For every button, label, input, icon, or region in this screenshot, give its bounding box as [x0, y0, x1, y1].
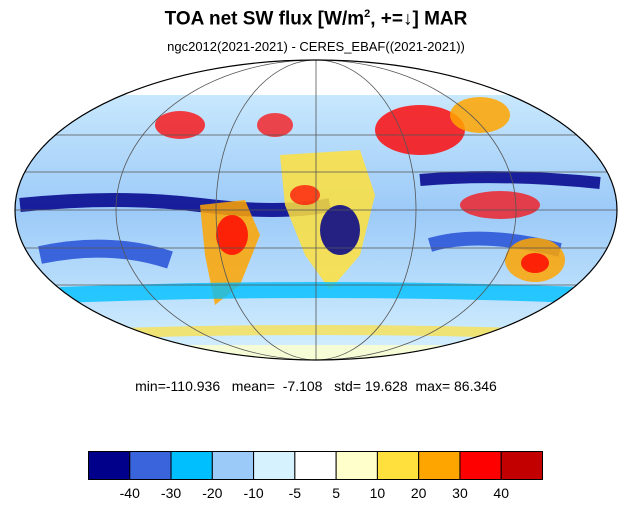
colorbar-tick-label: -10 — [243, 485, 264, 501]
colorbar-tick-label: -20 — [202, 485, 223, 501]
colorbar-box — [211, 451, 255, 480]
colorbar-box — [253, 451, 296, 480]
colorbar-box — [459, 451, 502, 480]
graticule — [15, 60, 617, 360]
colorbar-tick-label: 5 — [332, 485, 341, 501]
stat-min-value: -110.936 — [165, 378, 221, 394]
colorbar-box — [88, 451, 131, 480]
colorbar-tick-label: -30 — [160, 485, 182, 501]
colorbar-box — [500, 451, 543, 480]
title-superscript: 2 — [364, 8, 371, 20]
statistics-line: min=-110.936 mean= -7.108 std= 19.628 ma… — [0, 378, 632, 394]
stat-max-label: max= — [415, 378, 451, 394]
stat-mean-label: mean= — [231, 378, 275, 394]
title-text: TOA net SW flux [W/m — [164, 8, 365, 30]
map-border — [14, 59, 618, 361]
plot-subtitle: ngc2012(2021-2021) - CERES_EBAF((2021-20… — [167, 39, 465, 54]
colorbar — [88, 451, 543, 480]
world-map — [14, 59, 618, 361]
colorbar-box — [129, 451, 172, 480]
stat-std-value: 19.628 — [364, 378, 408, 394]
stat-min-label: min= — [135, 378, 166, 394]
colorbar-tick-label: -40 — [119, 485, 140, 501]
colorbar-tick-label: 10 — [369, 485, 386, 501]
colorbar-box — [294, 451, 337, 480]
stat-max-value: 86.346 — [454, 378, 497, 394]
colorbar-tick-label: 40 — [493, 485, 509, 501]
colorbar-tick-label: 30 — [452, 485, 468, 501]
flux-field — [15, 60, 617, 360]
colorbar-box — [418, 451, 461, 480]
stat-std-label: std= — [334, 378, 361, 394]
title-suffix: , +=↓] MAR — [370, 8, 468, 30]
stat-mean-value: -7.108 — [282, 378, 323, 394]
colorbar-tick-label: -5 — [288, 485, 302, 501]
colorbar-box — [376, 451, 420, 480]
plot-title: TOA net SW flux [W/m2, +=↓] MAR — [0, 8, 632, 30]
colorbar-tick-label: 20 — [410, 485, 427, 501]
colorbar-box — [335, 451, 378, 480]
colorbar-box — [170, 451, 213, 480]
